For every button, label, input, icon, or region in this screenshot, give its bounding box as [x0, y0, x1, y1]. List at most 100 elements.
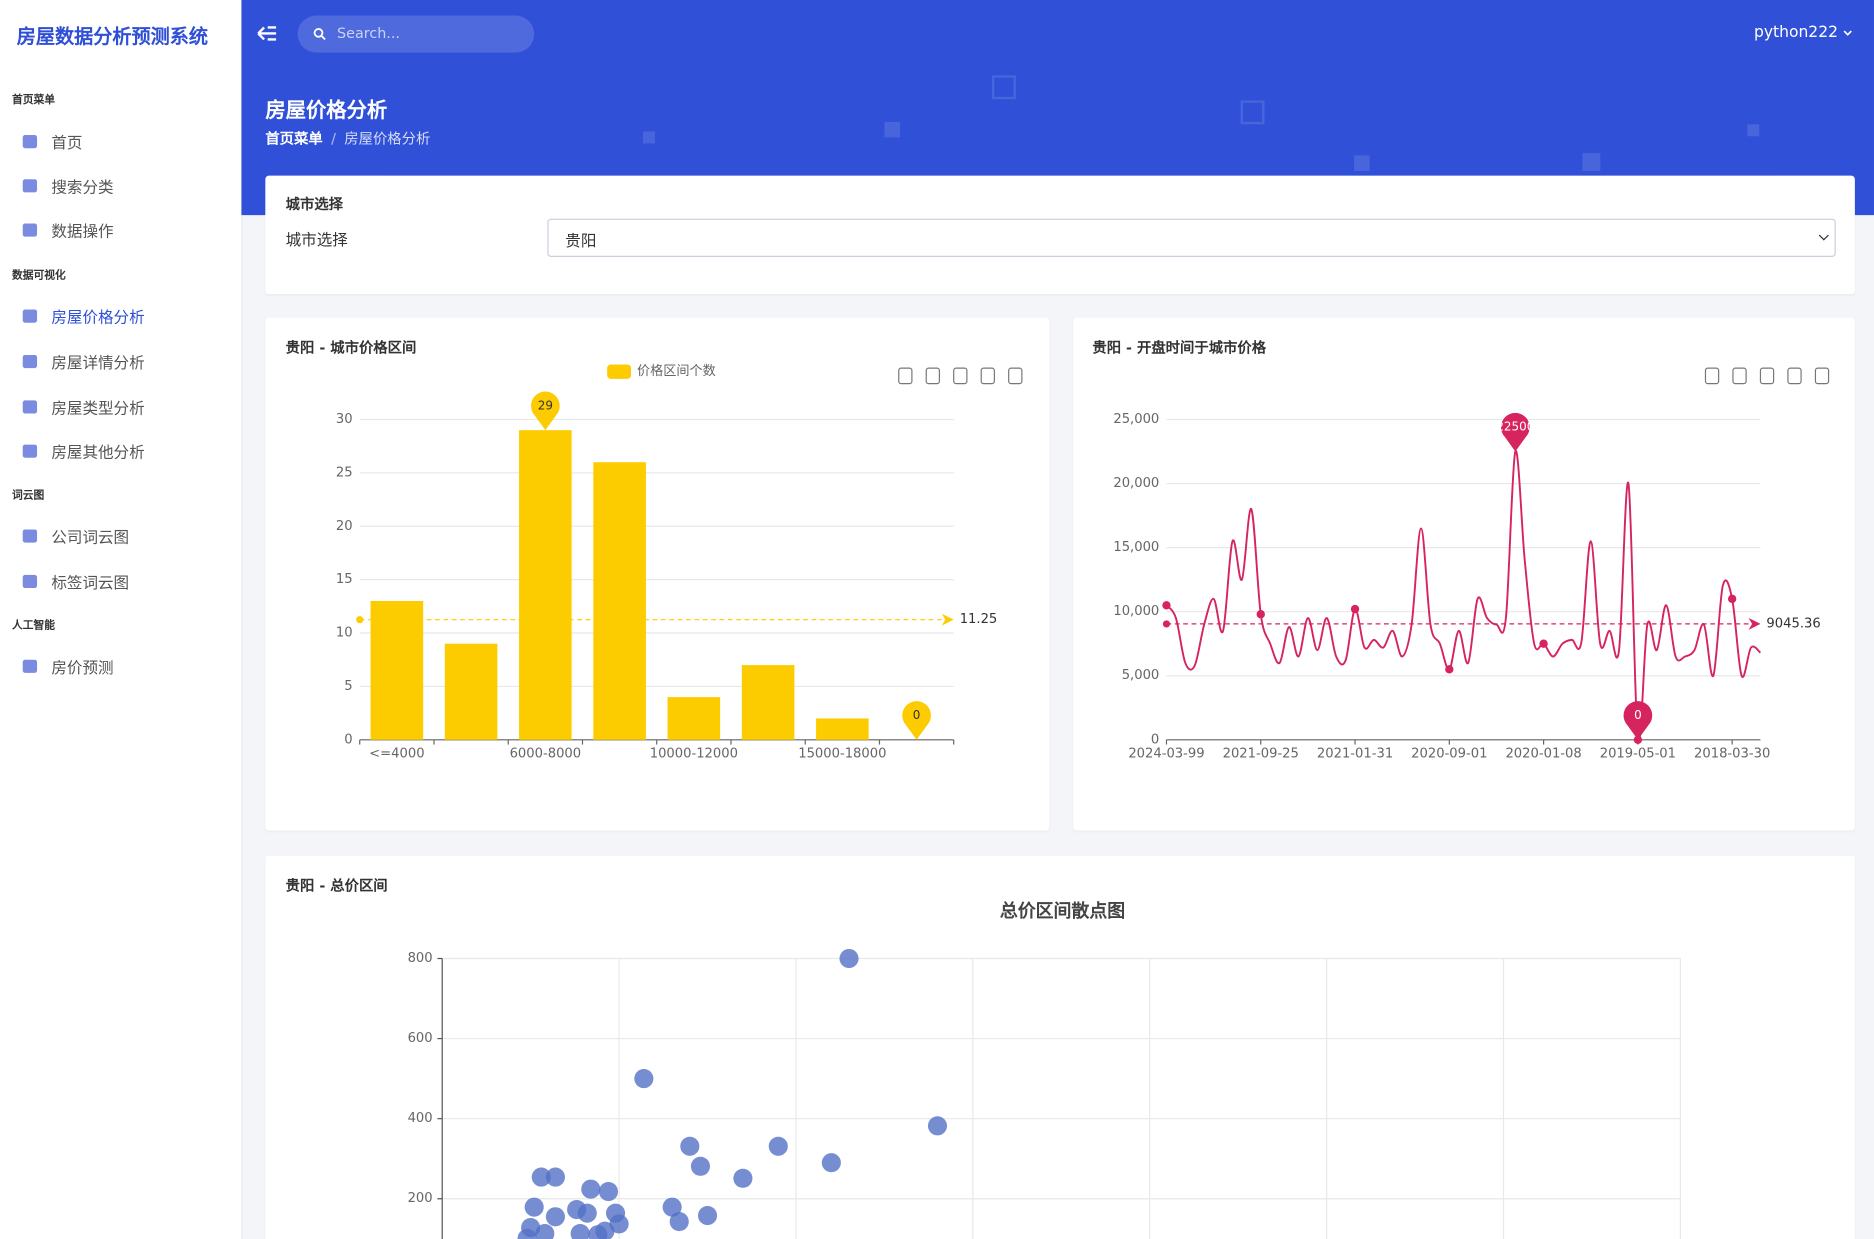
line-point [1445, 665, 1454, 674]
sidebar: 房屋数据分析预测系统 首页菜单 首页 搜索分类 数据操作 数据可视化 房屋价格分析 房屋详情… [0, 0, 243, 1239]
menu-icon [22, 354, 38, 369]
toolbox-icon [1732, 367, 1747, 385]
toolbox-icon [1814, 367, 1830, 385]
bar [370, 601, 424, 740]
section-heading: 人工智能 [11, 620, 55, 633]
chart-card: 贵阳 - 总价区间 [265, 855, 1855, 1239]
scatter-point [634, 1069, 654, 1089]
scatter-point [588, 1225, 608, 1239]
search-box[interactable]: Search... [297, 15, 535, 53]
scatter-point [577, 1203, 597, 1223]
menu-icon [22, 223, 38, 237]
y-tick-label: 0 [1151, 732, 1159, 747]
breadcrumb-item: 房屋价格分析 [323, 130, 431, 147]
scatter-point [535, 1224, 555, 1239]
menu-toggle[interactable] [256, 24, 280, 43]
menu-item[interactable]: 标签词云图 [51, 574, 130, 593]
scatter-point [927, 1116, 948, 1136]
city-select[interactable]: 贵阳 [547, 218, 1836, 257]
page-title: 房屋价格分析 [265, 99, 388, 124]
mean-arrow [941, 613, 954, 626]
line [1165, 450, 1762, 744]
toolbox-icon [925, 367, 940, 385]
marker-pin [1623, 701, 1653, 740]
legend-swatch [607, 364, 632, 379]
menu-item[interactable]: 首页 [51, 135, 83, 153]
chevron [1843, 30, 1852, 36]
x-tick-label: 6000-8000 [510, 747, 582, 762]
mean-label: 11.25 [960, 612, 998, 627]
x-tick-label: 2020-01-08 [1505, 747, 1581, 762]
menu-item[interactable]: 房屋其他分析 [51, 444, 145, 463]
scatter-point [768, 1136, 788, 1156]
field-label: 城市选择 [285, 231, 348, 250]
decoration [1240, 100, 1265, 125]
line-point [1539, 639, 1548, 648]
user-menu[interactable]: python222 [1754, 24, 1853, 42]
marker-pin [531, 391, 560, 431]
toolbox-icon [1704, 367, 1720, 385]
menu-item[interactable]: 房屋详情分析 [51, 354, 145, 373]
x-tick-label: <=4000 [369, 747, 424, 762]
x-tick-label: 2024-03-99 [1128, 747, 1204, 762]
bar [741, 665, 795, 740]
y-tick-label: 10,000 [1113, 604, 1159, 619]
y-tick-label: 25 [336, 465, 353, 480]
search-placeholder: Search... [337, 25, 400, 42]
toolbox-icon [953, 367, 968, 385]
brand[interactable]: 房屋数据分析预测系统 [16, 25, 208, 48]
breadcrumb-item[interactable]: 首页菜单 [265, 130, 323, 148]
scatter-point [669, 1211, 689, 1232]
toolbox-icon [1759, 367, 1775, 385]
y-tick-label: 5 [344, 679, 352, 694]
scatter-point [690, 1156, 711, 1176]
marker-label: 22500 [1496, 420, 1534, 434]
y-tick-label: 25,000 [1113, 412, 1159, 427]
menu-item[interactable]: 房屋类型分析 [51, 400, 145, 419]
menu-icon [22, 574, 38, 589]
chart-title: 总价区间散点图 [1000, 900, 1125, 922]
bar [816, 718, 869, 740]
y-tick-label: 20 [336, 519, 353, 534]
x-tick-label: 2020-09-01 [1411, 747, 1487, 762]
menu-icon [22, 309, 38, 323]
marker-label: 0 [913, 708, 921, 722]
menu-item[interactable]: 公司词云图 [51, 529, 130, 548]
scatter-point [839, 948, 859, 969]
scatter-point [570, 1224, 590, 1239]
x-tick-label: 2018-03-30 [1694, 747, 1770, 762]
card-title: 城市选择 [285, 196, 344, 213]
decoration [884, 121, 900, 138]
line-point [1162, 601, 1171, 610]
scatter-point [733, 1168, 753, 1188]
menu-icon [22, 179, 38, 193]
scatter-point [662, 1197, 682, 1217]
y-tick-label: 5,000 [1122, 668, 1160, 683]
section-heading: 词云图 [11, 490, 45, 502]
menu-item[interactable]: 搜索分类 [51, 179, 114, 198]
menu-icon [22, 444, 38, 458]
marker-label: 0 [1634, 708, 1642, 722]
menu-item[interactable]: 房屋价格分析 [51, 309, 145, 328]
toolbox-icon [980, 367, 995, 385]
marker-label: 29 [538, 398, 553, 412]
legend-label: 价格区间个数 [637, 363, 716, 379]
y-tick-label: 800 [408, 951, 433, 966]
x-tick-label: 10000-12000 [650, 747, 738, 762]
card-title: 贵阳 - 城市价格区间 [285, 339, 417, 357]
toolbox-icon [1787, 367, 1802, 385]
scatter-point [697, 1205, 718, 1226]
card-title: 贵阳 - 总价区间 [285, 877, 388, 894]
y-tick-label: 10 [336, 626, 353, 641]
city-card: 城市选择 城市选择 贵阳 [265, 175, 1855, 295]
y-tick-label: 200 [408, 1191, 433, 1206]
y-tick-label: 20,000 [1113, 476, 1159, 491]
y-tick-label: 400 [408, 1111, 433, 1126]
y-tick-label: 600 [408, 1031, 433, 1046]
menu-item[interactable]: 数据操作 [51, 223, 114, 242]
marker-pin [1500, 412, 1530, 452]
mean-arrow [1748, 617, 1761, 630]
menu-item[interactable]: 房价预测 [51, 659, 114, 678]
x-tick-label: 2019-05-01 [1600, 747, 1676, 762]
